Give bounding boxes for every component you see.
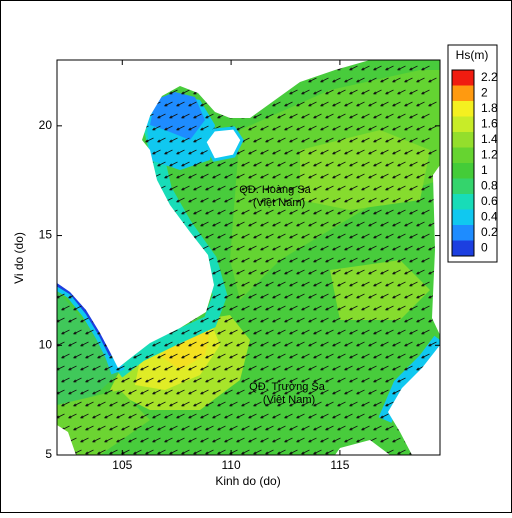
colorbar-tick-label: 0.8: [481, 178, 498, 192]
field-patch: [57, 290, 120, 405]
y-axis-label: Vi do (do): [12, 232, 26, 284]
x-tick-label: 115: [330, 458, 349, 472]
y-tick-label: 15: [39, 228, 53, 242]
x-tick-label: 105: [112, 458, 132, 472]
land: [335, 440, 390, 455]
colorbar-cell: [452, 116, 474, 132]
field-patch: [330, 260, 430, 320]
colorbar-cell: [452, 70, 474, 86]
y-tick-label: 10: [39, 337, 53, 351]
colorbar-cell: [452, 163, 474, 179]
colorbar-tick-label: 1.6: [481, 116, 498, 130]
colorbar-tick-label: 1.2: [481, 147, 498, 161]
colorbar-tick-label: 0.2: [481, 225, 498, 239]
land: [57, 60, 370, 368]
island-label: (Việt Nam): [263, 394, 315, 406]
colorbar-cell: [452, 101, 474, 117]
y-tick-label: 5: [45, 447, 52, 461]
colorbar-title: Hs(m): [456, 48, 489, 62]
colorbar-cell: [452, 240, 474, 256]
island-label: QĐ. Trường Sa: [249, 381, 326, 393]
colorbar-cell: [452, 147, 474, 163]
field-patch: [160, 330, 210, 370]
field-patch: [57, 390, 150, 455]
colorbar-tick-label: 1: [481, 163, 488, 177]
land-island: [203, 126, 244, 162]
land: [57, 425, 76, 455]
plot-frame: [56, 59, 441, 456]
colorbar-tick-label: 2: [481, 85, 488, 99]
colorbar-tick-label: 0.4: [481, 209, 498, 223]
y-tick-label: 20: [39, 118, 53, 132]
colorbar-cell: [452, 209, 474, 225]
land: [388, 345, 440, 455]
colorbar-cell: [452, 194, 474, 210]
colorbar-tick-label: 0: [481, 240, 488, 254]
x-tick-label: 110: [222, 458, 241, 472]
colorbar-cell: [452, 85, 474, 101]
colorbar-frame: [451, 69, 475, 257]
land: [432, 165, 440, 335]
colorbar-tick-label: 1.4: [481, 132, 498, 146]
island-label: (Việt Nam): [253, 197, 305, 209]
map-field: [57, 60, 440, 455]
colorbar-cell: [452, 178, 474, 194]
island-label: QĐ. Hoàng Sa: [239, 184, 311, 196]
gulf-band: [150, 92, 205, 140]
colorbar-tick-label: 1.8: [481, 101, 498, 115]
colorbar-tick-label: 0.6: [481, 194, 498, 208]
colorbar-cell: [452, 132, 474, 148]
colorbar-cell: [452, 225, 474, 241]
x-axis-label: Kinh do (do): [215, 474, 280, 488]
colorbar-tick-label: 2.2: [481, 70, 498, 84]
coastal-band: [113, 123, 228, 378]
